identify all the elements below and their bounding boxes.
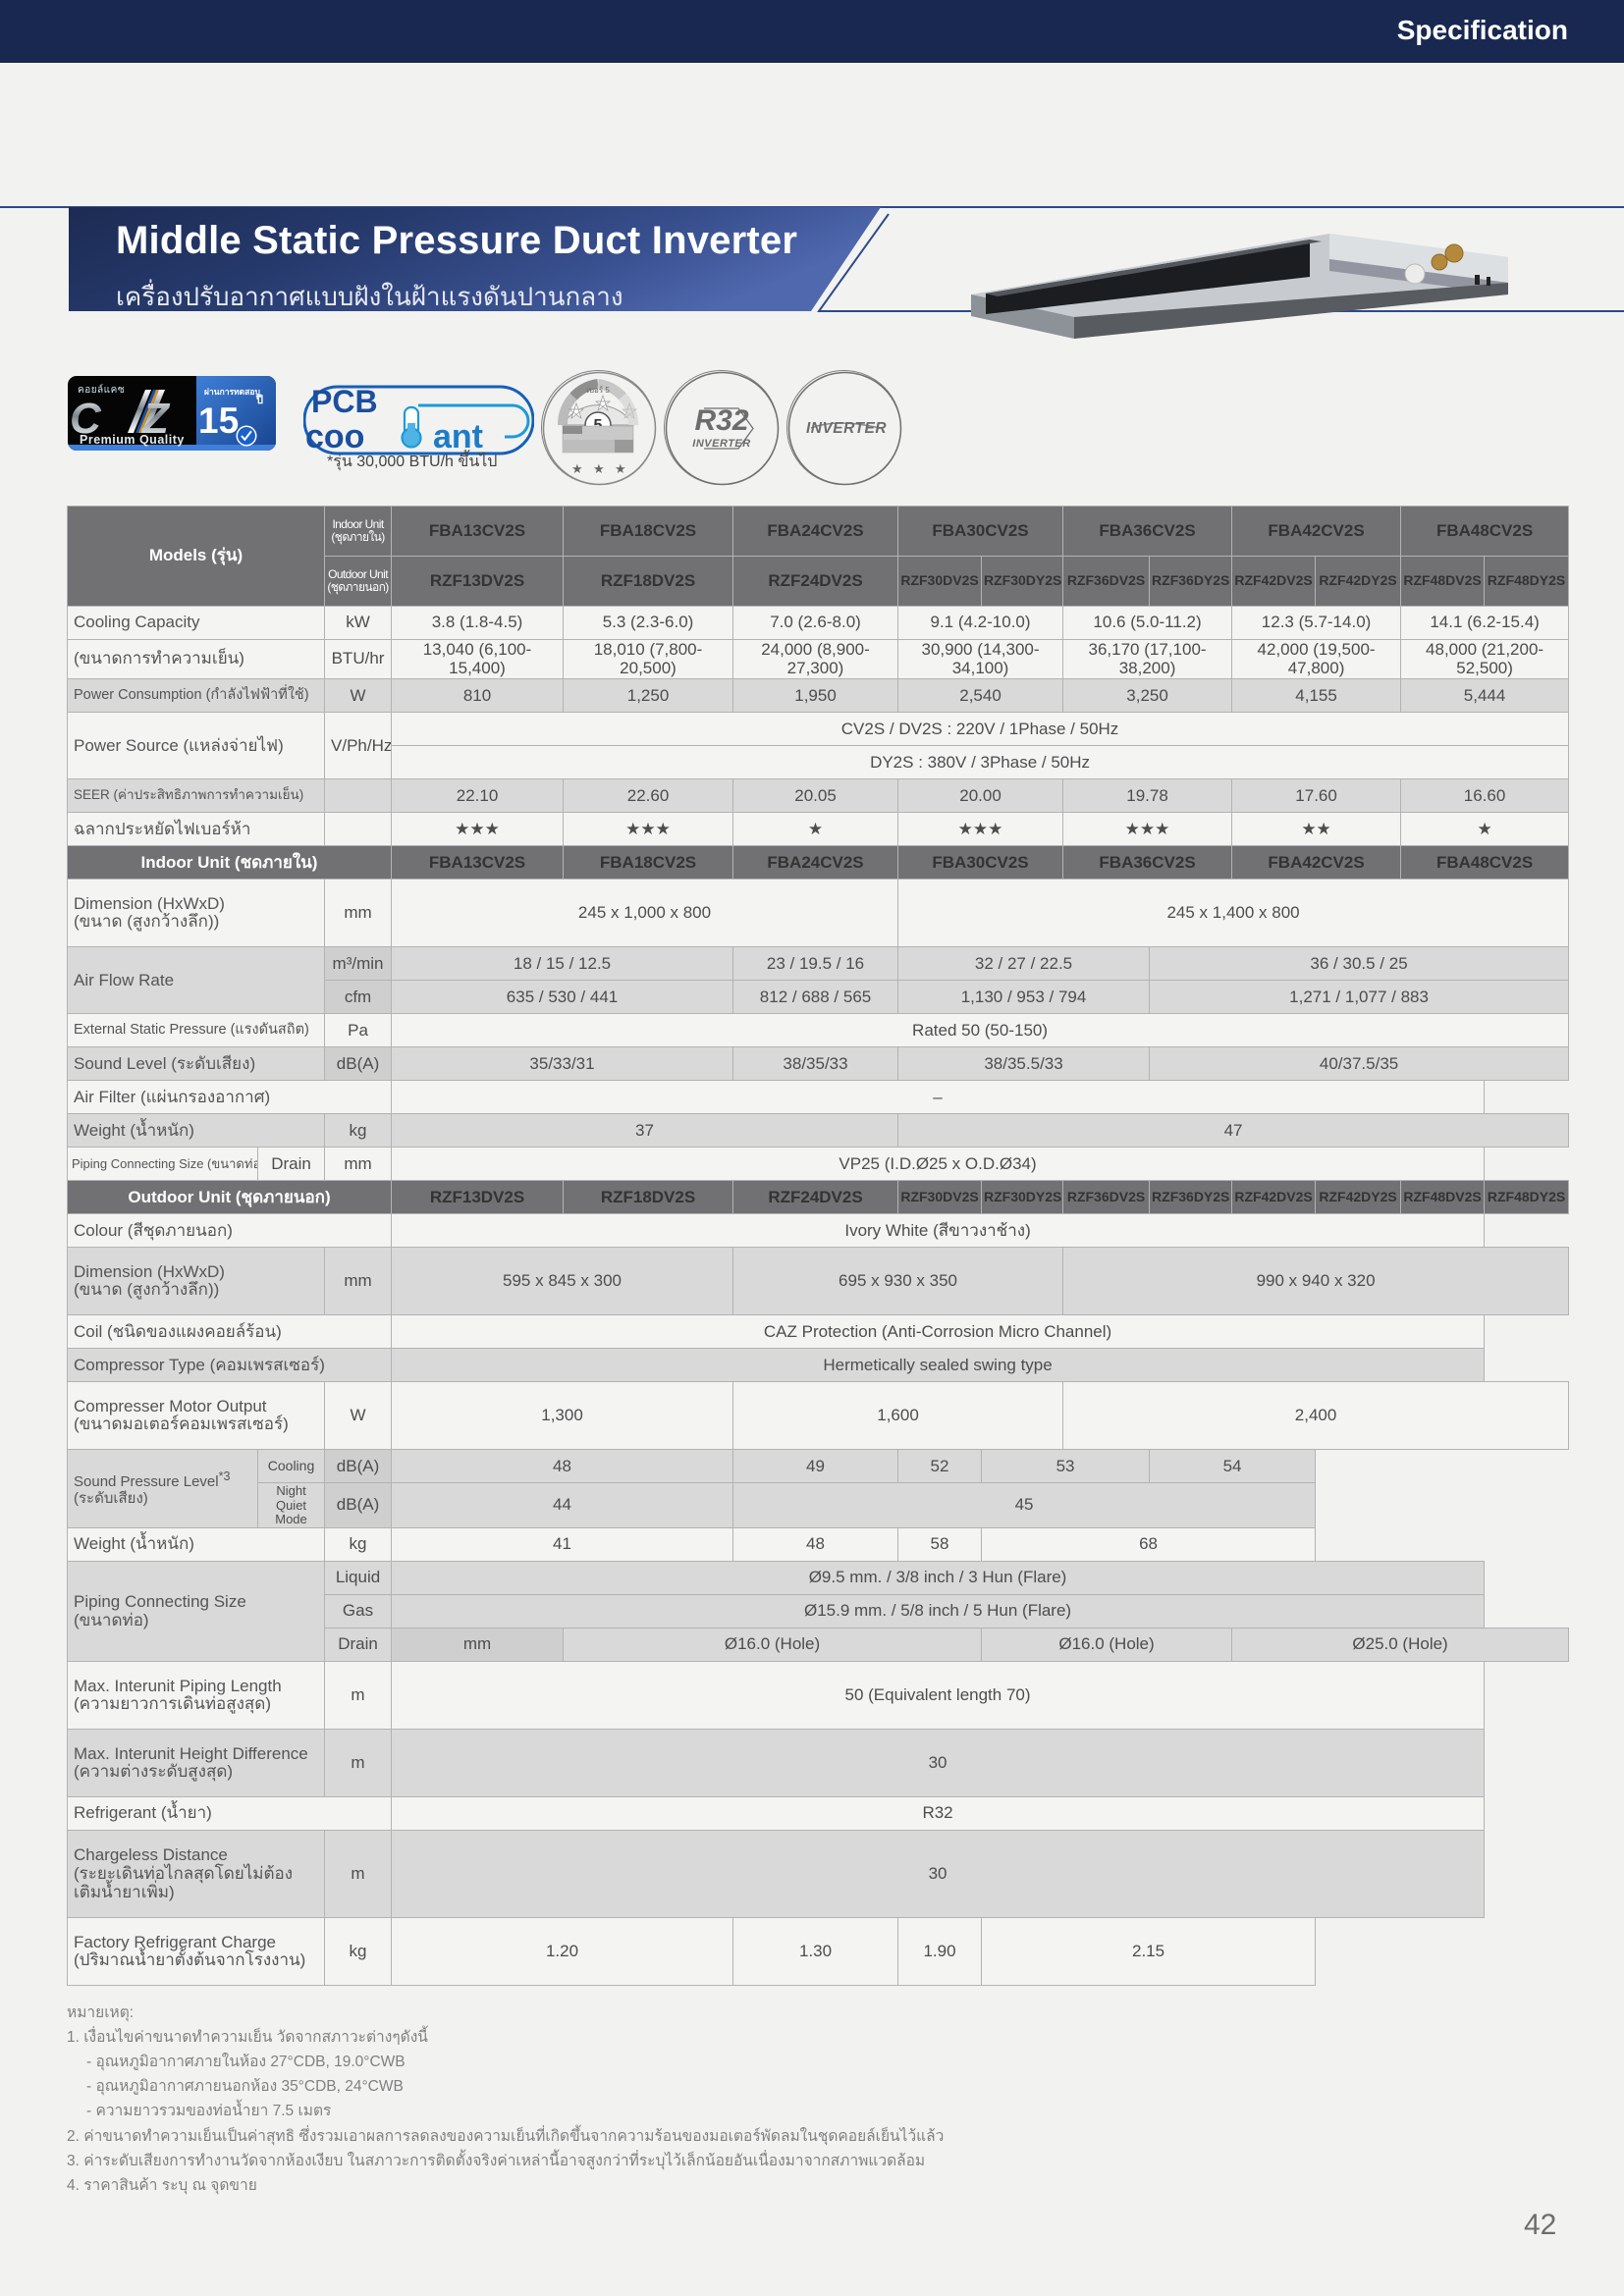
svg-text:INVERTER: INVERTER (692, 438, 750, 450)
svg-text:Premium Quality: Premium Quality (80, 433, 185, 447)
svg-text:เบอร์ 5: เบอร์ 5 (586, 385, 610, 395)
svg-text:PCB: PCB (311, 384, 378, 419)
svg-text:★: ★ (593, 461, 605, 476)
svg-text:★: ★ (571, 461, 583, 476)
svg-text:★: ★ (615, 461, 626, 476)
svg-text:R32: R32 (694, 404, 748, 437)
svg-text:ผ่านการทดสอบ: ผ่านการทดสอบ (204, 387, 260, 397)
svg-text:INVERTER: INVERTER (806, 420, 887, 437)
svg-text:15: 15 (198, 400, 239, 441)
svg-text:ปี: ปี (255, 394, 263, 406)
